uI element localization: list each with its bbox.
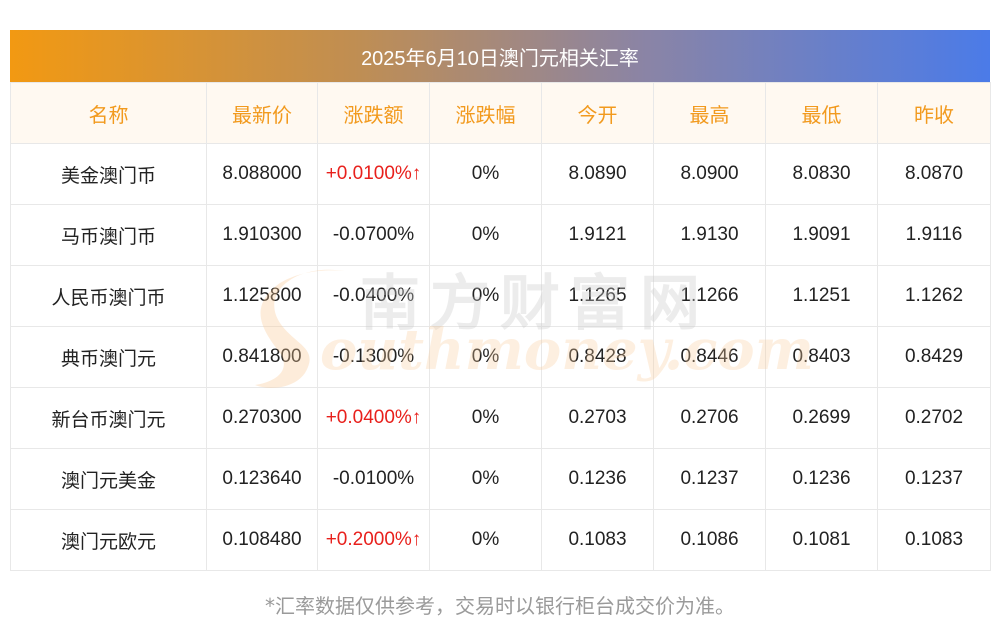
- cell-low: 0.1236: [765, 448, 878, 510]
- cell-name: 美金澳门币: [10, 143, 207, 205]
- cell-latest: 1.125800: [206, 265, 318, 327]
- cell-change: -0.0700%: [317, 204, 430, 266]
- cell-high: 0.1086: [653, 509, 766, 571]
- cell-change-pct: 0%: [429, 143, 542, 205]
- cell-name: 澳门元欧元: [10, 509, 207, 571]
- table-row: 澳门元美金 0.123640 -0.0100% 0% 0.1236 0.1237 0.123…: [10, 448, 991, 510]
- table-row: 美金澳门币 8.088000 +0.0100%↑ 0% 8.0890 8.0900 8.08…: [10, 143, 991, 205]
- cell-high: 0.8446: [653, 326, 766, 388]
- cell-change-pct: 0%: [429, 265, 542, 327]
- cell-change: +0.0100%↑: [317, 143, 430, 205]
- cell-change-pct: 0%: [429, 387, 542, 449]
- cell-low: 1.9091: [765, 204, 878, 266]
- header-row: 名称 最新价 涨跌额 涨跌幅 今开 最高 最低 昨收: [10, 82, 991, 144]
- cell-change: -0.0100%: [317, 448, 430, 510]
- cell-low: 1.1251: [765, 265, 878, 327]
- cell-change-pct: 0%: [429, 448, 542, 510]
- title-bar: 2025年6月10日澳门元相关汇率: [10, 30, 990, 82]
- cell-open: 1.9121: [541, 204, 654, 266]
- header-high: 最高: [653, 82, 766, 144]
- cell-low: 8.0830: [765, 143, 878, 205]
- cell-change-pct: 0%: [429, 204, 542, 266]
- header-prev-close: 昨收: [877, 82, 991, 144]
- header-low: 最低: [765, 82, 878, 144]
- cell-change-pct: 0%: [429, 326, 542, 388]
- table-row: 马币澳门币 1.910300 -0.0700% 0% 1.9121 1.9130 1.909…: [10, 204, 991, 266]
- header-open: 今开: [541, 82, 654, 144]
- table-row: 新台币澳门元 0.270300 +0.0400%↑ 0% 0.2703 0.2706 0.2…: [10, 387, 991, 449]
- cell-name: 马币澳门币: [10, 204, 207, 266]
- cell-open: 8.0890: [541, 143, 654, 205]
- header-change: 涨跌额: [317, 82, 430, 144]
- exchange-rate-table: 名称 最新价 涨跌额 涨跌幅 今开 最高 最低 昨收 美金澳门币 8.088000…: [10, 82, 991, 571]
- cell-open: 0.8428: [541, 326, 654, 388]
- cell-name: 澳门元美金: [10, 448, 207, 510]
- cell-prev-close: 1.9116: [877, 204, 991, 266]
- cell-latest: 1.910300: [206, 204, 318, 266]
- cell-high: 1.1266: [653, 265, 766, 327]
- cell-low: 0.2699: [765, 387, 878, 449]
- footnote: *汇率数据仅供参考，交易时以银行柜台成交价为准。: [265, 594, 735, 618]
- cell-low: 0.8403: [765, 326, 878, 388]
- cell-prev-close: 0.8429: [877, 326, 991, 388]
- cell-prev-close: 0.2702: [877, 387, 991, 449]
- cell-name: 典币澳门元: [10, 326, 207, 388]
- cell-change: -0.0400%: [317, 265, 430, 327]
- cell-latest: 0.123640: [206, 448, 318, 510]
- header-name: 名称: [10, 82, 207, 144]
- cell-prev-close: 0.1083: [877, 509, 991, 571]
- cell-high: 1.9130: [653, 204, 766, 266]
- cell-prev-close: 0.1237: [877, 448, 991, 510]
- cell-latest: 0.270300: [206, 387, 318, 449]
- cell-high: 8.0900: [653, 143, 766, 205]
- cell-high: 0.2706: [653, 387, 766, 449]
- cell-latest: 8.088000: [206, 143, 318, 205]
- cell-open: 1.1265: [541, 265, 654, 327]
- cell-latest: 0.108480: [206, 509, 318, 571]
- cell-name: 人民币澳门币: [10, 265, 207, 327]
- cell-change: -0.1300%: [317, 326, 430, 388]
- cell-change: +0.0400%↑: [317, 387, 430, 449]
- table-row: 典币澳门元 0.841800 -0.1300% 0% 0.8428 0.8446 0.840…: [10, 326, 991, 388]
- cell-prev-close: 8.0870: [877, 143, 991, 205]
- cell-latest: 0.841800: [206, 326, 318, 388]
- header-change-pct: 涨跌幅: [429, 82, 542, 144]
- cell-change-pct: 0%: [429, 509, 542, 571]
- table-row: 人民币澳门币 1.125800 -0.0400% 0% 1.1265 1.1266 1.12…: [10, 265, 991, 327]
- cell-open: 0.1236: [541, 448, 654, 510]
- cell-name: 新台币澳门元: [10, 387, 207, 449]
- cell-high: 0.1237: [653, 448, 766, 510]
- header-latest: 最新价: [206, 82, 318, 144]
- cell-change: +0.2000%↑: [317, 509, 430, 571]
- table-title: 2025年6月10日澳门元相关汇率: [361, 47, 639, 70]
- cell-low: 0.1081: [765, 509, 878, 571]
- cell-open: 0.1083: [541, 509, 654, 571]
- cell-prev-close: 1.1262: [877, 265, 991, 327]
- cell-open: 0.2703: [541, 387, 654, 449]
- table-row: 澳门元欧元 0.108480 +0.2000%↑ 0% 0.1083 0.1086 0.10…: [10, 509, 991, 571]
